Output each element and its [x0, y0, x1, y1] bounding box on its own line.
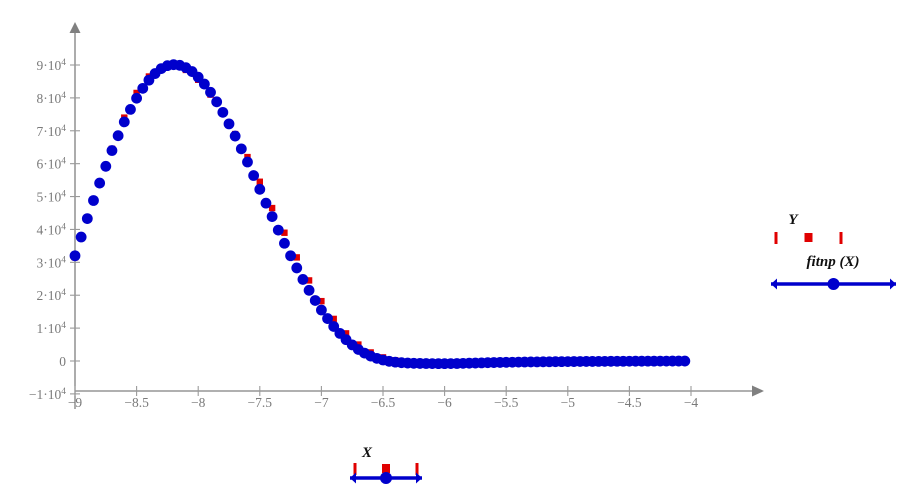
fit-point[interactable] — [328, 321, 340, 332]
fit-point[interactable] — [242, 156, 253, 168]
y-tick-label: 1·104 — [37, 321, 67, 336]
x-tick-label: −7 — [314, 395, 329, 410]
slider-Y-handle[interactable] — [804, 233, 813, 242]
y-tick-label: 0 — [59, 354, 66, 369]
fit-point[interactable] — [260, 197, 272, 209]
data-point[interactable] — [342, 330, 350, 337]
fit-point[interactable] — [94, 177, 106, 189]
y-tick-label: 8·104 — [37, 91, 67, 106]
slider-Y-label: Y — [788, 212, 799, 228]
data-point[interactable] — [256, 178, 263, 185]
fit-point[interactable] — [137, 82, 149, 94]
fit-point[interactable] — [112, 130, 124, 142]
fit-point[interactable] — [291, 262, 303, 274]
x-tick-label: −6.5 — [371, 395, 396, 410]
x-tick-label: −6 — [437, 395, 452, 410]
slider-fitnp-left-cap[interactable] — [771, 278, 777, 290]
x-tick-label: −4 — [684, 395, 699, 410]
slider-fitnp-label: fitnp (X) — [807, 254, 860, 270]
fit-point[interactable] — [303, 284, 315, 296]
slider-X-ticks-left-tick[interactable] — [353, 463, 357, 475]
slider-X-ticks-right-tick[interactable] — [415, 463, 419, 475]
y-tick-label: 2·104 — [37, 288, 67, 303]
slider-X-ticks-handle[interactable] — [382, 464, 390, 473]
slider-Y-left-tick[interactable] — [774, 232, 778, 244]
fit-point[interactable] — [266, 211, 278, 223]
fit-point[interactable] — [100, 160, 112, 172]
axis-ticks — [70, 64, 692, 396]
y-axis-arrowhead — [69, 22, 81, 33]
data-point[interactable] — [293, 254, 300, 261]
fit-point[interactable] — [192, 71, 204, 83]
fit-point[interactable] — [125, 104, 136, 115]
fit-point[interactable] — [198, 78, 210, 90]
x-axis-arrowhead — [752, 385, 764, 397]
slider-fitnp-right-cap[interactable] — [890, 278, 896, 290]
x-axis-tick-labels: −9 −8.5 −8 −7.5 −7 −6.5 −6 −5.5 −5 −4.5 −4 — [68, 395, 699, 410]
fit-point[interactable] — [316, 304, 327, 316]
x-tick-label: −8.5 — [124, 395, 149, 410]
slider-fitnp-handle[interactable] — [827, 278, 840, 290]
data-point[interactable] — [281, 229, 288, 236]
slider-X-right-cap[interactable] — [416, 472, 422, 484]
data-point[interactable] — [330, 315, 337, 323]
y-tick-label: −1·104 — [29, 387, 66, 402]
x-tick-label: −9 — [68, 395, 83, 410]
y-axis-tick-labels: −1·104 0 1·104 2·104 3·104 4·104 5·104 6·104 7·1… — [29, 58, 66, 402]
fit-point[interactable] — [205, 86, 216, 98]
slider-X-handle[interactable] — [380, 472, 392, 484]
x-tick-label: −7.5 — [248, 395, 273, 410]
fit-point[interactable] — [679, 355, 691, 367]
data-series-fitnp[interactable] — [69, 59, 691, 370]
fit-point[interactable] — [254, 183, 266, 195]
fit-point[interactable] — [81, 213, 93, 224]
y-tick-label: 3·104 — [37, 255, 67, 270]
axes — [69, 22, 764, 409]
fit-point[interactable] — [229, 130, 241, 142]
x-tick-label: −8 — [191, 395, 206, 410]
fit-point[interactable] — [322, 313, 333, 324]
data-point[interactable] — [305, 277, 313, 284]
y-tick-label: 9·104 — [37, 58, 67, 73]
fit-point[interactable] — [235, 143, 247, 155]
fit-point[interactable] — [118, 116, 130, 128]
fit-point[interactable] — [88, 195, 99, 206]
y-tick-label: 6·104 — [37, 157, 67, 172]
slider-X-left-cap[interactable] — [350, 472, 356, 484]
fit-point[interactable] — [217, 106, 229, 118]
x-tick-label: −5 — [561, 395, 576, 410]
fit-point[interactable] — [223, 118, 235, 130]
data-point[interactable] — [268, 204, 276, 212]
y-tick-label: 5·104 — [37, 190, 67, 205]
y-tick-label: 7·104 — [37, 124, 67, 139]
fit-point[interactable] — [279, 237, 290, 249]
slider-Y-right-tick[interactable] — [839, 232, 843, 244]
slider-X-label: X — [361, 445, 373, 461]
data-point[interactable] — [318, 297, 325, 305]
fit-point[interactable] — [309, 295, 321, 306]
fit-point[interactable] — [297, 274, 309, 285]
fit-point[interactable] — [69, 250, 81, 262]
fit-point[interactable] — [75, 231, 87, 243]
y-tick-label: 4·104 — [37, 222, 67, 237]
x-tick-label: −5.5 — [494, 395, 519, 410]
fit-point[interactable] — [272, 224, 284, 236]
fit-point[interactable] — [248, 170, 260, 181]
fit-point[interactable] — [285, 250, 296, 262]
fit-point[interactable] — [131, 92, 143, 104]
data-series-Y[interactable] — [71, 62, 682, 367]
fit-point[interactable] — [211, 96, 223, 108]
x-tick-label: −4.5 — [617, 395, 642, 410]
fit-point[interactable] — [106, 145, 118, 156]
